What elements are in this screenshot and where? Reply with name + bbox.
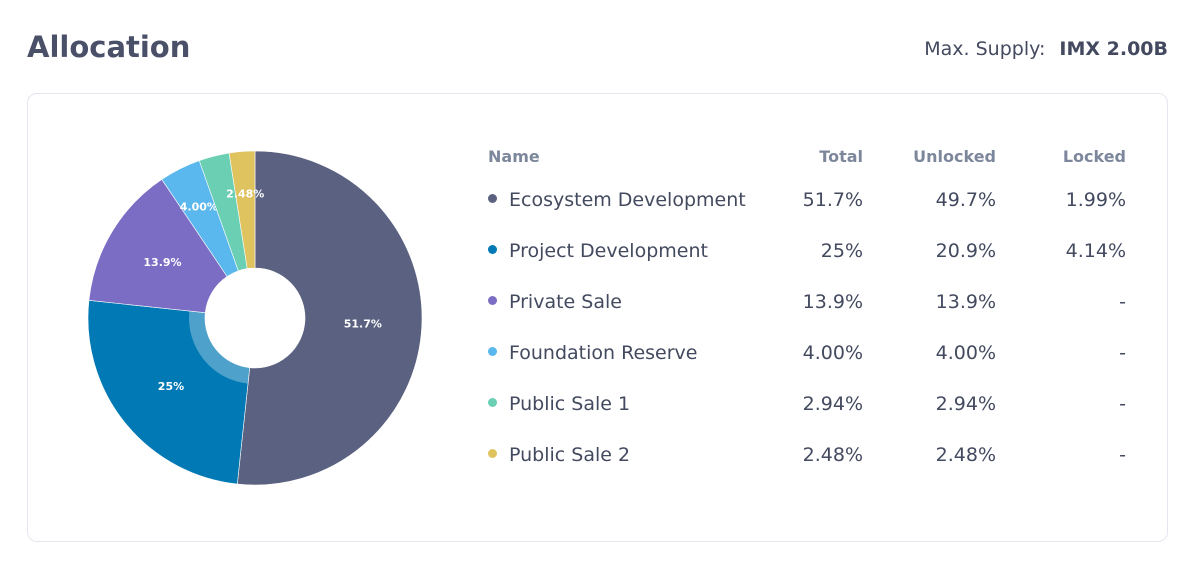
row-locked: - <box>1119 443 1126 466</box>
pie-slice[interactable] <box>228 150 256 269</box>
row-name: Private Sale <box>488 276 748 327</box>
pie-data-label: 25% <box>158 380 184 393</box>
table-row[interactable]: Private Sale 13.9% 13.9% - <box>488 276 1126 327</box>
row-unlocked: 13.9% <box>935 290 996 313</box>
row-name: Foundation Reserve <box>488 327 748 378</box>
row-name: Project Development <box>488 225 748 276</box>
legend-dot-icon <box>488 346 497 356</box>
row-name: Public Sale 2 <box>488 429 748 480</box>
max-supply-label: Max. Supply: <box>924 38 1046 60</box>
row-locked: - <box>1119 341 1126 364</box>
row-unlocked: 49.7% <box>935 188 996 211</box>
legend-dot-icon <box>488 244 497 254</box>
row-total: 51.7% <box>802 188 863 211</box>
allocation-card <box>27 93 1168 542</box>
table-row[interactable]: Foundation Reserve 4.00% 4.00% - <box>488 327 1126 378</box>
legend-dot-icon <box>488 295 497 305</box>
max-supply: Max. Supply: IMX 2.00B <box>924 38 1168 60</box>
row-total: 4.00% <box>802 341 863 364</box>
allocation-table: Name Total Unlocked Locked Ecosystem Dev… <box>488 138 1126 480</box>
legend-dot-icon <box>488 397 497 407</box>
row-total: 25% <box>820 239 863 262</box>
row-unlocked: 20.9% <box>935 239 996 262</box>
pie-slice[interactable] <box>88 178 228 314</box>
row-locked: 1.99% <box>1065 188 1126 211</box>
table-row[interactable]: Public Sale 1 2.94% 2.94% - <box>488 378 1126 429</box>
row-locked: 4.14% <box>1065 239 1126 262</box>
pie-slice[interactable] <box>87 300 251 485</box>
row-locked: - <box>1119 290 1126 313</box>
table-row[interactable]: Public Sale 2 2.48% 2.48% - <box>488 429 1126 480</box>
row-total: 2.94% <box>802 392 863 415</box>
page-title: Allocation <box>27 30 191 64</box>
row-total: 2.48% <box>802 443 863 466</box>
row-unlocked: 2.48% <box>935 443 996 466</box>
row-name: Ecosystem Development <box>488 174 748 225</box>
table-header-row: Name Total Unlocked Locked <box>488 138 1126 174</box>
row-name-text: Private Sale <box>509 290 622 313</box>
row-name-text: Public Sale 2 <box>509 443 631 466</box>
pie-slice[interactable] <box>236 150 423 486</box>
row-name: Public Sale 1 <box>488 378 748 429</box>
row-name-text: Public Sale 1 <box>509 392 631 415</box>
header-locked: Locked <box>1062 146 1126 166</box>
pie-data-label: 2.48% <box>226 187 264 200</box>
row-unlocked: 4.00% <box>935 341 996 364</box>
table-row[interactable]: Project Development 25% 20.9% 4.14% <box>488 225 1126 276</box>
header-name: Name <box>488 146 540 166</box>
row-locked: - <box>1119 392 1126 415</box>
row-unlocked: 2.94% <box>935 392 996 415</box>
pie-data-label: 4.00% <box>180 200 218 213</box>
row-name-text: Ecosystem Development <box>509 188 746 211</box>
header-total: Total <box>819 146 863 166</box>
row-total: 13.9% <box>802 290 863 313</box>
row-name-text: Foundation Reserve <box>509 341 698 364</box>
legend-dot-icon <box>488 193 497 203</box>
row-name-text: Project Development <box>509 239 708 262</box>
max-supply-value: IMX 2.00B <box>1059 38 1168 60</box>
pie-data-label: 13.9% <box>143 256 181 269</box>
table-row[interactable]: Ecosystem Development 51.7% 49.7% 1.99% <box>488 174 1126 225</box>
header-unlocked: Unlocked <box>913 146 996 166</box>
pie-data-label: 51.7% <box>344 318 382 331</box>
pie-slice-hover-ring <box>189 311 250 384</box>
legend-dot-icon <box>488 448 497 458</box>
